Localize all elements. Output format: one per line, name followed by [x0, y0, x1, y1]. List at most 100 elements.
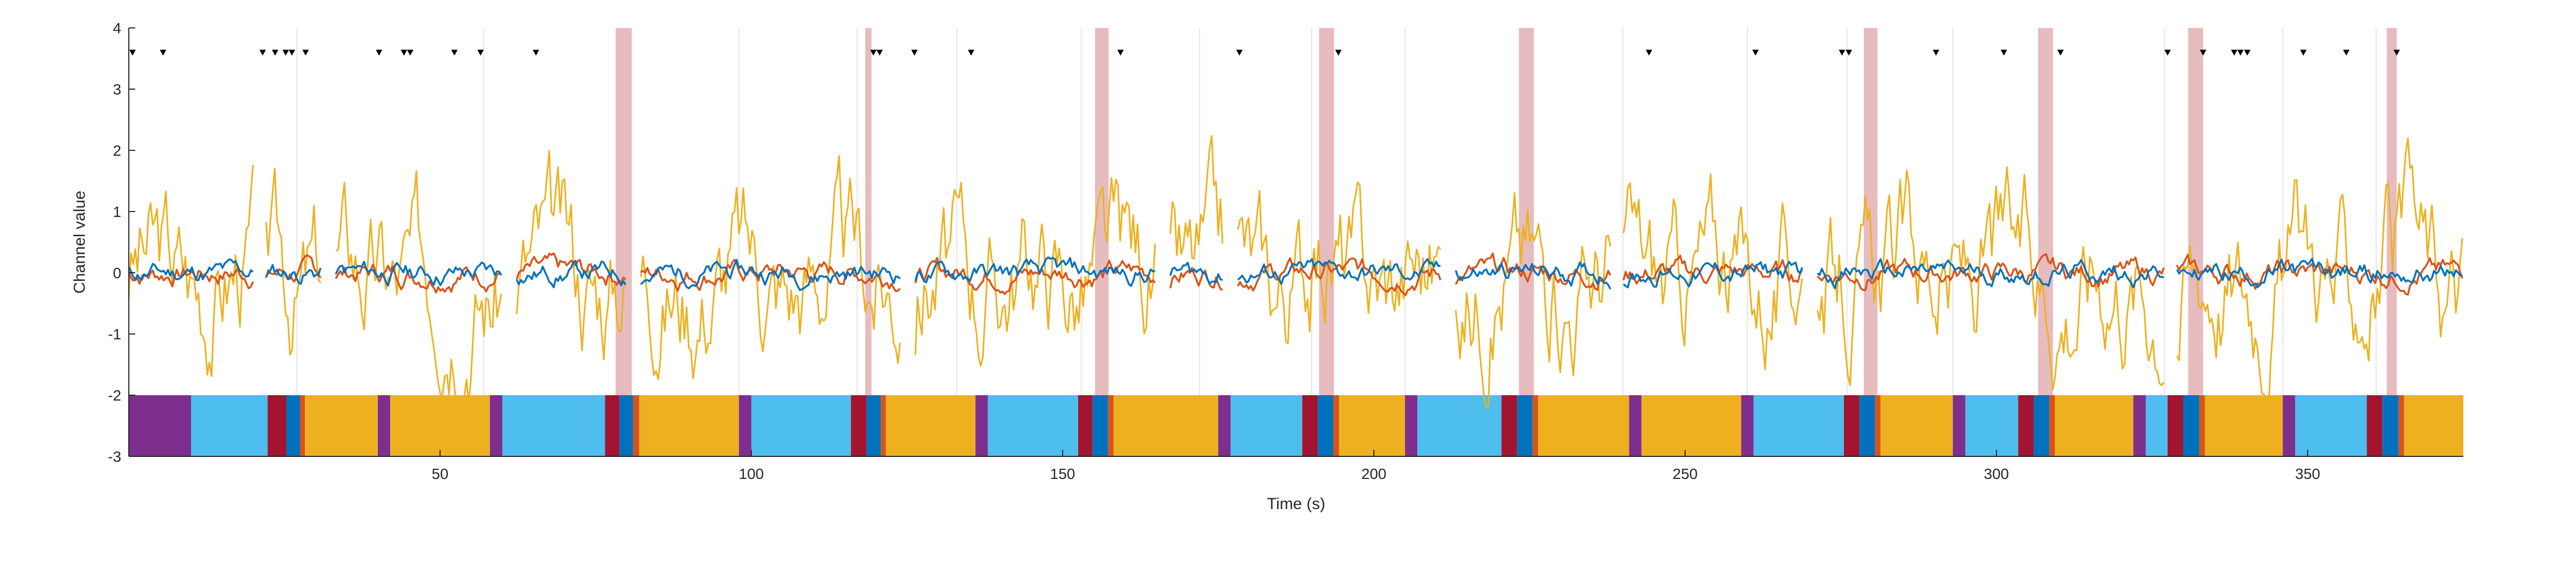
- highlight-bands: [616, 28, 2397, 395]
- event-marker-28: [2200, 49, 2207, 56]
- event-marker-5: [288, 49, 295, 56]
- state-segment-60: [2367, 395, 2383, 456]
- state-segment-34: [1501, 395, 1517, 456]
- event-marker-13: [870, 49, 877, 56]
- y-tick-label: 3: [113, 81, 121, 98]
- event-marker-19: [1335, 49, 1342, 56]
- event-marker-12: [532, 49, 539, 56]
- y-axis-label: Channel value: [71, 191, 89, 294]
- y-tick-label: -2: [108, 387, 121, 404]
- x-tick-label: 200: [1362, 466, 1387, 482]
- x-axis-ticks: 50 100 150 200 250 300 350: [431, 450, 2320, 482]
- event-marker-33: [2343, 49, 2350, 56]
- state-segment-27: [1231, 395, 1302, 456]
- state-segment-8: [489, 395, 502, 456]
- state-segment-57: [2205, 395, 2283, 456]
- event-markers: [129, 49, 2400, 56]
- event-marker-30: [2237, 49, 2244, 56]
- state-segment-59: [2295, 395, 2367, 456]
- state-segment-18: [881, 395, 886, 456]
- state-segment-61: [2382, 395, 2399, 456]
- event-marker-8: [400, 49, 407, 56]
- event-marker-6: [302, 49, 309, 56]
- x-tick-label: 250: [1673, 466, 1698, 482]
- state-segment-7: [390, 395, 490, 456]
- highlight-band-5: [1863, 28, 1878, 395]
- event-marker-4: [282, 49, 289, 56]
- state-segment-20: [975, 395, 988, 456]
- event-marker-21: [1752, 49, 1759, 56]
- state-segment-63: [2404, 395, 2463, 456]
- state-segment-62: [2398, 395, 2404, 456]
- axes: [128, 28, 2463, 457]
- state-segment-46: [1952, 395, 1965, 456]
- state-segment-10: [605, 395, 620, 456]
- state-segment-21: [987, 395, 1078, 456]
- state-segment-39: [1641, 395, 1741, 456]
- state-segment-29: [1318, 395, 1334, 456]
- state-segment-14: [738, 395, 751, 456]
- event-marker-20: [1645, 49, 1652, 56]
- event-marker-31: [2244, 49, 2251, 56]
- series-line-0: [128, 135, 2463, 415]
- event-marker-17: [1117, 49, 1124, 56]
- event-marker-1: [159, 49, 166, 56]
- state-segment-28: [1302, 395, 1318, 456]
- event-marker-15: [911, 49, 918, 56]
- state-segment-42: [1843, 395, 1860, 456]
- state-segment-38: [1629, 395, 1642, 456]
- state-segment-45: [1880, 395, 1953, 456]
- highlight-band-8: [2387, 28, 2397, 395]
- event-marker-34: [2393, 49, 2400, 56]
- state-segment-22: [1078, 395, 1093, 456]
- state-segment-33: [1417, 395, 1502, 456]
- state-segment-58: [2282, 395, 2295, 456]
- y-tick-label: 4: [113, 20, 121, 37]
- state-segment-3: [286, 395, 300, 456]
- state-segment-24: [1108, 395, 1114, 456]
- series-line-2: [128, 256, 2463, 292]
- state-segment-17: [866, 395, 881, 456]
- event-marker-24: [1933, 49, 1940, 56]
- event-marker-3: [272, 49, 279, 56]
- x-tick-label: 300: [1984, 466, 2009, 482]
- event-marker-14: [876, 49, 883, 56]
- series-lines: [128, 135, 2463, 415]
- highlight-band-4: [1519, 28, 1534, 395]
- event-marker-25: [2000, 49, 2007, 56]
- state-segment-19: [885, 395, 976, 456]
- event-marker-29: [2231, 49, 2238, 56]
- y-tick-label: -3: [108, 448, 121, 465]
- state-segment-49: [2033, 395, 2050, 456]
- state-segment-6: [378, 395, 391, 456]
- y-tick-label: 0: [113, 265, 121, 281]
- state-segment-53: [2146, 395, 2168, 456]
- state-segment-50: [2049, 395, 2055, 456]
- state-segment-35: [1517, 395, 1533, 456]
- y-tick-label: 2: [113, 142, 121, 159]
- state-segment-25: [1114, 395, 1218, 456]
- state-segment-48: [2018, 395, 2034, 456]
- highlight-band-0: [616, 28, 632, 395]
- state-segment-51: [2055, 395, 2134, 456]
- state-segment-0: [129, 395, 191, 456]
- event-marker-9: [407, 49, 414, 56]
- x-tick-label: 350: [2295, 466, 2321, 482]
- y-tick-label: -1: [108, 326, 121, 343]
- event-marker-0: [129, 49, 136, 56]
- state-segment-1: [191, 395, 268, 456]
- state-segment-13: [639, 395, 739, 456]
- highlight-band-7: [2188, 28, 2204, 395]
- state-segment-52: [2133, 395, 2146, 456]
- x-axis-label: Time (s): [1267, 495, 1326, 513]
- state-segment-4: [300, 395, 305, 456]
- y-axis-ticks: 4 3 2 1 0 -1 -2 -3: [108, 20, 135, 465]
- state-segment-55: [2183, 395, 2200, 456]
- event-marker-16: [968, 49, 975, 56]
- highlight-band-3: [1319, 28, 1334, 395]
- state-segment-32: [1405, 395, 1418, 456]
- event-marker-26: [2057, 49, 2064, 56]
- state-segment-36: [1532, 395, 1539, 456]
- state-segment-26: [1218, 395, 1231, 456]
